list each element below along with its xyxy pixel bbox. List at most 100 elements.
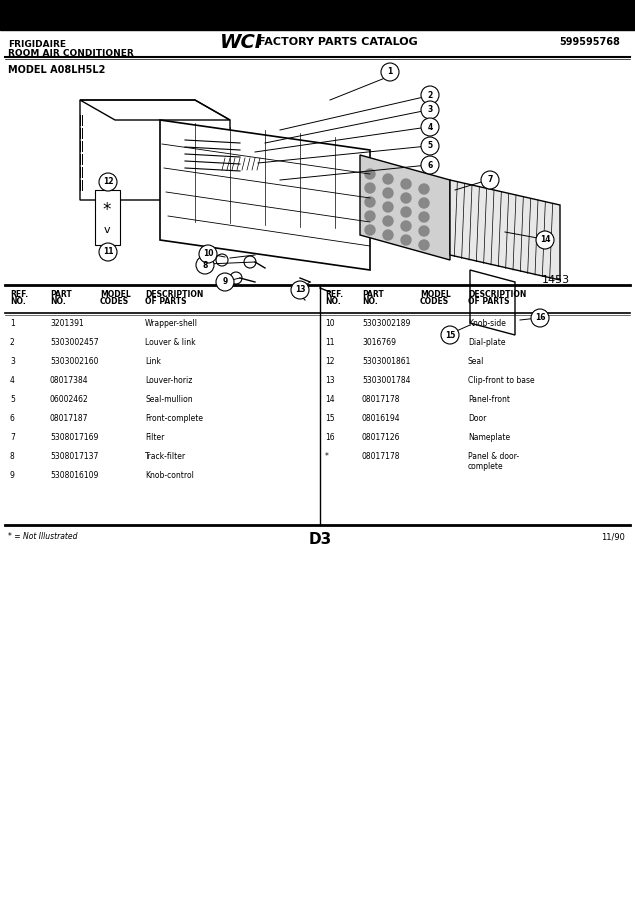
Text: 3016769: 3016769	[362, 338, 396, 347]
Circle shape	[421, 118, 439, 136]
Text: 6: 6	[427, 160, 432, 169]
Circle shape	[99, 243, 117, 261]
Text: *: *	[325, 452, 329, 461]
Text: 4: 4	[10, 376, 15, 385]
Text: 13: 13	[325, 376, 335, 385]
Text: Seal: Seal	[468, 357, 485, 366]
Text: 14: 14	[540, 236, 551, 245]
Text: Dial-plate: Dial-plate	[468, 338, 505, 347]
Text: 08017178: 08017178	[362, 452, 401, 461]
Text: FACTORY PARTS CATALOG: FACTORY PARTS CATALOG	[258, 37, 418, 47]
Circle shape	[365, 225, 375, 235]
Text: 5308017169: 5308017169	[50, 433, 98, 442]
Circle shape	[365, 197, 375, 207]
Circle shape	[421, 101, 439, 119]
Circle shape	[216, 273, 234, 291]
Text: 10: 10	[325, 319, 335, 328]
Text: 6: 6	[10, 414, 15, 423]
Circle shape	[481, 171, 499, 189]
Circle shape	[531, 309, 549, 327]
Circle shape	[383, 174, 393, 184]
Circle shape	[421, 137, 439, 155]
Text: 1: 1	[10, 319, 15, 328]
Circle shape	[421, 156, 439, 174]
Text: Panel-front: Panel-front	[468, 395, 510, 404]
Text: 8: 8	[10, 452, 15, 461]
Text: Louver & link: Louver & link	[145, 338, 196, 347]
Polygon shape	[95, 190, 120, 245]
Text: 15: 15	[444, 330, 455, 339]
Text: 5303001861: 5303001861	[362, 357, 410, 366]
Circle shape	[381, 63, 399, 81]
Text: 3201391: 3201391	[50, 319, 84, 328]
Bar	[0, 0, 635, 30]
Text: 12: 12	[325, 357, 335, 366]
Text: Wrapper-shell: Wrapper-shell	[145, 319, 198, 328]
Circle shape	[383, 216, 393, 226]
Circle shape	[419, 212, 429, 222]
Text: 14: 14	[325, 395, 335, 404]
Text: 08017384: 08017384	[50, 376, 89, 385]
Text: 3: 3	[10, 357, 15, 366]
Circle shape	[365, 183, 375, 193]
Text: D3: D3	[309, 532, 331, 547]
Text: *: *	[103, 201, 111, 219]
Text: REF.: REF.	[325, 290, 343, 299]
Text: Knob-control: Knob-control	[145, 471, 194, 480]
Text: Track-filter: Track-filter	[145, 452, 186, 461]
Text: Nameplate: Nameplate	[468, 433, 510, 442]
Text: 12: 12	[103, 177, 113, 186]
Text: Seal-mullion: Seal-mullion	[145, 395, 192, 404]
Text: 5303002160: 5303002160	[50, 357, 98, 366]
Circle shape	[365, 169, 375, 179]
Text: MODEL: MODEL	[420, 290, 451, 299]
Text: DESCRIPTION: DESCRIPTION	[468, 290, 526, 299]
Circle shape	[383, 202, 393, 212]
Circle shape	[199, 245, 217, 263]
Text: 2: 2	[10, 338, 15, 347]
Circle shape	[401, 179, 411, 189]
Text: PART: PART	[50, 290, 72, 299]
Text: NO.: NO.	[10, 297, 26, 306]
Text: 1453: 1453	[542, 275, 570, 285]
Circle shape	[401, 207, 411, 217]
Text: 15: 15	[325, 414, 335, 423]
Text: REF.: REF.	[10, 290, 28, 299]
Text: 8: 8	[203, 260, 208, 269]
Text: 5: 5	[427, 141, 432, 150]
Circle shape	[401, 221, 411, 231]
Circle shape	[536, 231, 554, 249]
Text: ROOM AIR CONDITIONER: ROOM AIR CONDITIONER	[8, 49, 134, 58]
Polygon shape	[450, 180, 560, 280]
Text: Door: Door	[468, 414, 486, 423]
Circle shape	[383, 188, 393, 198]
Text: 5308017137: 5308017137	[50, 452, 98, 461]
Text: 08016194: 08016194	[362, 414, 401, 423]
Text: * = Not Illustrated: * = Not Illustrated	[8, 532, 77, 541]
Text: 13: 13	[295, 285, 305, 294]
Text: MODEL: MODEL	[100, 290, 131, 299]
Text: 10: 10	[203, 249, 213, 258]
Text: Filter: Filter	[145, 433, 164, 442]
Text: 7: 7	[487, 176, 493, 184]
Text: 16: 16	[535, 313, 545, 322]
Text: OF PARTS: OF PARTS	[468, 297, 509, 306]
Circle shape	[401, 193, 411, 203]
Text: NO.: NO.	[50, 297, 66, 306]
Text: 16: 16	[325, 433, 335, 442]
Circle shape	[419, 226, 429, 236]
Circle shape	[421, 86, 439, 104]
Polygon shape	[160, 120, 370, 270]
Circle shape	[291, 281, 309, 299]
Text: WCI: WCI	[220, 32, 263, 51]
Circle shape	[99, 173, 117, 191]
Circle shape	[196, 256, 214, 274]
Text: 08017187: 08017187	[50, 414, 88, 423]
Text: CODES: CODES	[420, 297, 449, 306]
Text: 3: 3	[427, 105, 432, 114]
Text: PART: PART	[362, 290, 384, 299]
Text: Clip-front to base: Clip-front to base	[468, 376, 535, 385]
Text: 11: 11	[103, 248, 113, 256]
Text: 5303002189: 5303002189	[362, 319, 410, 328]
Circle shape	[365, 211, 375, 221]
